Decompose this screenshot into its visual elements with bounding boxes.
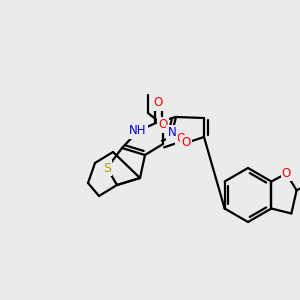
Text: S: S: [103, 161, 111, 175]
Text: O: O: [158, 118, 168, 131]
Text: NH: NH: [129, 124, 147, 137]
Text: O: O: [282, 167, 291, 180]
Text: O: O: [176, 131, 186, 145]
Text: O: O: [182, 136, 190, 149]
Text: O: O: [153, 97, 163, 110]
Text: N: N: [168, 127, 176, 140]
